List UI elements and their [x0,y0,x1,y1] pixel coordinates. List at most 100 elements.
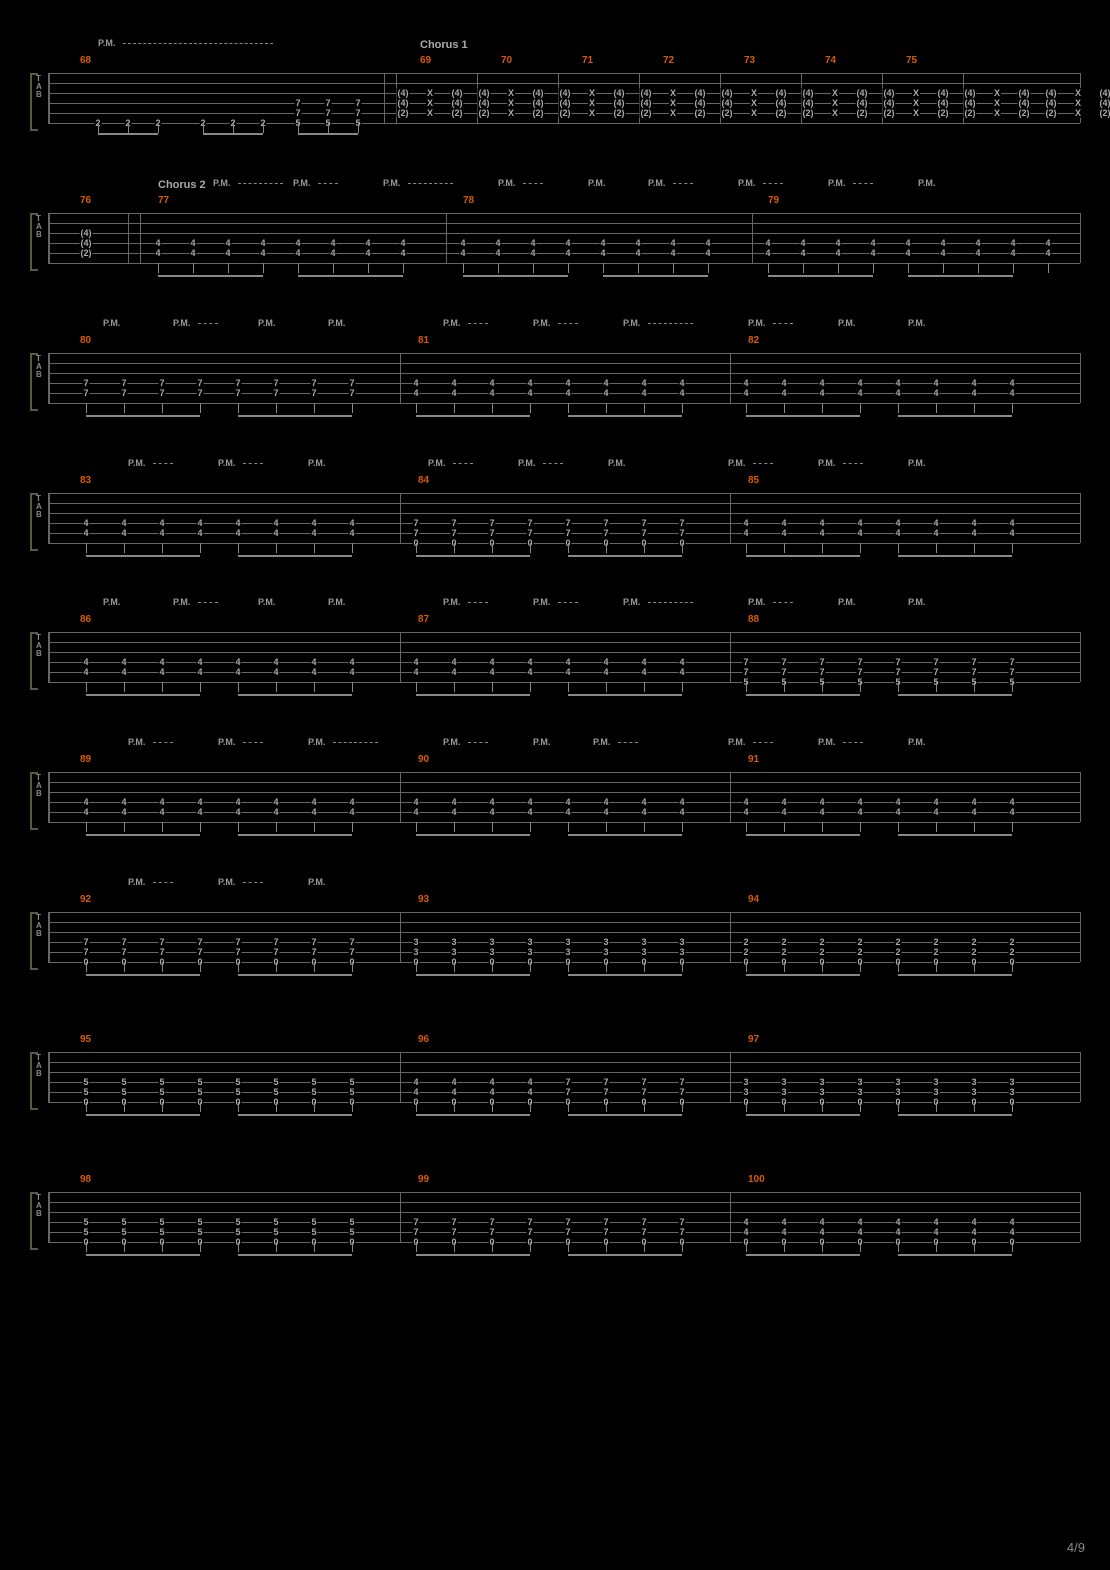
barline [1080,632,1081,682]
tab-note: 4 [196,657,203,667]
palm-mute-label: P.M. [128,877,145,887]
tab-note: 3 [970,1087,977,1097]
tab-note: 3 [640,937,647,947]
tab-note: 5 [196,1087,203,1097]
tab-note: 4 [974,248,981,258]
tab-note: 7 [780,667,787,677]
palm-mute-label: P.M. [498,178,515,188]
tab-note: 3 [450,947,457,957]
tab-note: (2) [613,108,626,118]
palm-mute-dash [468,742,488,743]
page-number: 4/9 [1067,1540,1085,1555]
palm-mute-label: P.M. [838,318,855,328]
measure-number: 72 [663,55,674,66]
measure-number: 71 [582,55,593,66]
tab-note: 5 [120,1227,127,1237]
barline [48,493,50,543]
tab-note: (4) [1099,88,1110,98]
palm-mute-dash [468,602,488,603]
measure-number: 93 [418,894,429,905]
tab-note: 7 [818,657,825,667]
tab-note: 5 [272,1077,279,1087]
tab-note: 4 [310,528,317,538]
tab-note: 7 [294,108,301,118]
tab-note: 2 [780,937,787,947]
tab-note: 5 [82,1087,89,1097]
tab-note: (4) [694,98,707,108]
tab-note: 7 [272,388,279,398]
tab-note: X [831,88,839,98]
tab-note: 7 [324,98,331,108]
tab-note: X [993,88,1001,98]
tab-note: (4) [694,88,707,98]
tab-note: (4) [856,98,869,108]
barline [1080,1192,1081,1242]
measure-number: 70 [501,55,512,66]
barline [48,1192,50,1242]
tab-note: 4 [526,1087,533,1097]
palm-mute-label: P.M. [258,597,275,607]
tab-note: X [912,98,920,108]
tab-note: 4 [294,238,301,248]
barline [400,912,401,962]
palm-mute-label: P.M. [213,178,230,188]
tab-note: 4 [834,238,841,248]
tab-note: 7 [1008,667,1015,677]
palm-mute-label: P.M. [308,458,325,468]
barline [48,213,50,263]
tab-note: 7 [158,378,165,388]
tab-note: 4 [196,807,203,817]
tab-note: 4 [564,667,571,677]
barline [752,213,753,263]
tab-note: 4 [1009,248,1016,258]
tab-note: 4 [780,388,787,398]
palm-mute-label: P.M. [728,458,745,468]
tab-note: X [750,98,758,108]
tab-note: (2) [397,108,410,118]
tab-note: 4 [818,518,825,528]
tab-note: 4 [932,388,939,398]
tab-clef: TAB [36,634,42,658]
tab-note: 2 [856,937,863,947]
tab-note: (2) [532,108,545,118]
tab-note: 5 [310,1077,317,1087]
tab-note: 5 [158,1077,165,1087]
tab-note: 4 [742,378,749,388]
tab-note: 4 [234,528,241,538]
palm-mute-label: P.M. [128,458,145,468]
tab-note: 4 [272,518,279,528]
tab-note: 4 [526,378,533,388]
tab-note: 4 [932,1227,939,1237]
tab-clef: TAB [36,1054,42,1078]
tab-note: 7 [678,1227,685,1237]
tab-note: 7 [1008,657,1015,667]
tab-note: 5 [196,1217,203,1227]
tab-note: 7 [894,667,901,677]
tab-note: 7 [196,937,203,947]
tab-note: 5 [158,1087,165,1097]
barline [1080,1052,1081,1102]
tab-note: 4 [678,378,685,388]
tab-note: 4 [970,528,977,538]
tab-note: 4 [196,667,203,677]
tab-note: 4 [640,797,647,807]
tab-note: 4 [272,807,279,817]
tab-note: 7 [120,937,127,947]
palm-mute-label: P.M. [533,737,550,747]
measure-number: 91 [748,754,759,765]
tab-note: 4 [224,248,231,258]
tab-note: 4 [818,528,825,538]
tab-note: 4 [488,657,495,667]
tab-note: 4 [526,797,533,807]
tab-note: 7 [310,947,317,957]
measure-number: 89 [80,754,91,765]
tab-note: 4 [818,797,825,807]
tab-note: 4 [678,657,685,667]
tab-note: 4 [526,388,533,398]
palm-mute-dash [648,602,693,603]
tab-note: 3 [894,1087,901,1097]
tab-note: 4 [494,248,501,258]
palm-mute-dash [153,463,173,464]
section-label: Chorus 1 [420,39,468,51]
tab-note: 4 [488,797,495,807]
